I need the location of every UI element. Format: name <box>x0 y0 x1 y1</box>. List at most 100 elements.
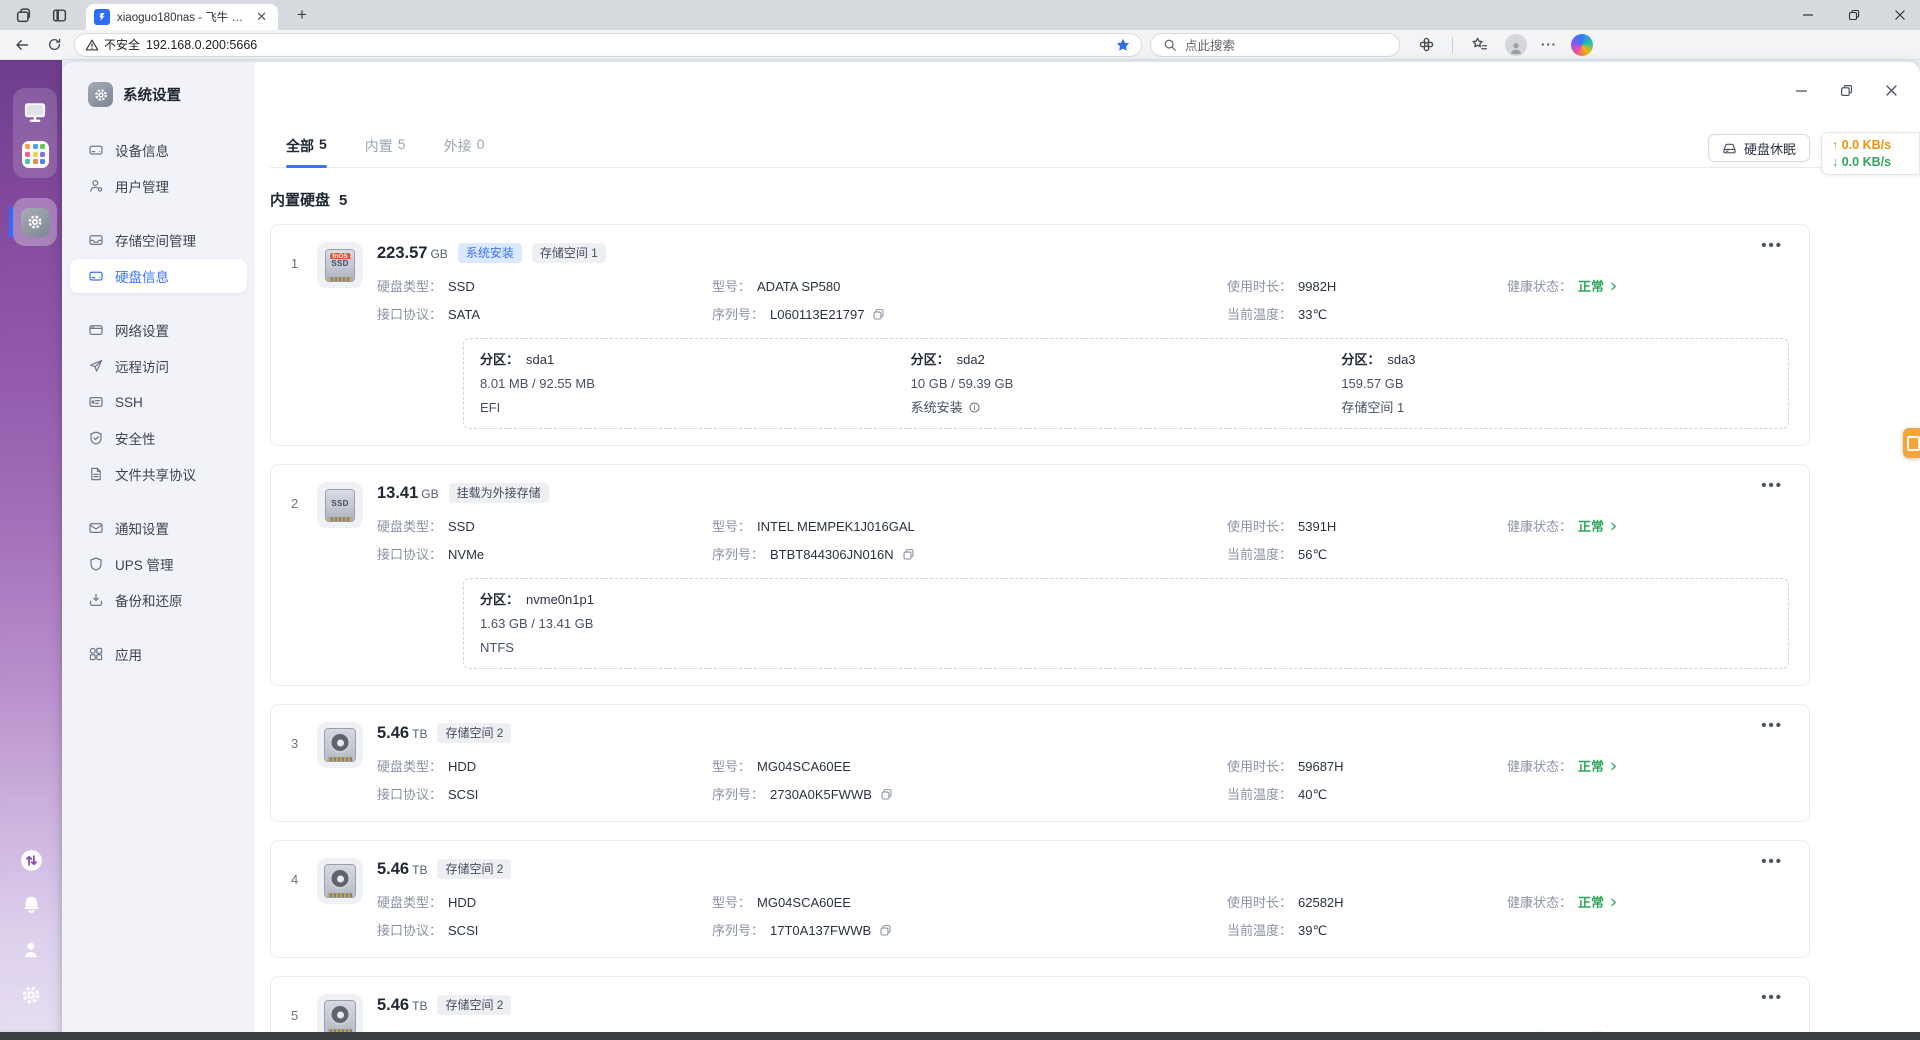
sidebar-item-shield-check[interactable]: 安全性 <box>70 421 247 455</box>
transfer-icon[interactable] <box>16 845 46 875</box>
sidebar-item-mail[interactable]: 通知设置 <box>70 511 247 545</box>
disk-cards: ••• 1 fnOS SSD 223.57 GB 系统安装 存储空间 1 硬盘类型： S… <box>270 224 1810 1032</box>
partition-label: 分区： <box>480 352 520 367</box>
desktop-monitor-icon[interactable] <box>20 97 50 127</box>
app-grid-icon[interactable] <box>20 139 50 169</box>
disk-tag: 存储空间 2 <box>437 723 512 743</box>
tab-close-icon[interactable]: ✕ <box>256 9 267 24</box>
disk-more-button[interactable]: ••• <box>1761 989 1783 1006</box>
browser-minimize-icon[interactable] <box>1802 9 1814 21</box>
sleep-button-label: 硬盘休眠 <box>1743 141 1796 157</box>
extensions-icon[interactable] <box>1414 33 1438 57</box>
tab-count: 0 <box>476 136 485 152</box>
remote-icon <box>88 358 104 374</box>
disk-size: 13.41 GB <box>377 483 439 502</box>
sidebar-item-file[interactable]: 文件共享协议 <box>70 457 247 491</box>
sidebar-item-apps[interactable]: 应用 <box>70 637 247 671</box>
workspaces-icon[interactable] <box>10 4 36 26</box>
sidebar-item-disk[interactable]: 硬盘信息 <box>70 259 247 293</box>
disk-tag: 存储空间 2 <box>437 859 512 879</box>
health-status[interactable]: 正常 <box>1578 1028 1619 1032</box>
field-label: 硬盘类型： <box>377 279 443 294</box>
sidebar-item-backup[interactable]: 备份和还原 <box>70 583 247 617</box>
address-bar[interactable]: 不安全 192.168.0.200:5666 <box>74 32 1142 57</box>
disk-size-unit: GB <box>430 246 448 261</box>
field-label: 硬盘类型： <box>377 1028 442 1032</box>
field-label: 序列号： <box>712 787 765 802</box>
info-icon[interactable] <box>968 401 981 414</box>
user-icon[interactable] <box>16 935 46 965</box>
disk-index: 4 <box>291 872 299 887</box>
favorite-star-icon[interactable] <box>1115 37 1131 53</box>
sidebar-item-device[interactable]: 设备信息 <box>70 133 247 167</box>
settings-main: 全部 5 内置 5 外接 0 硬盘休眠 ↑ 0.0 KB/s ↓ 0.0 KB/s 内置硬… <box>255 62 1920 1032</box>
disk-more-button[interactable]: ••• <box>1761 477 1783 494</box>
browser-menu-icon[interactable]: ··· <box>1541 37 1557 52</box>
disk-sleep-button[interactable]: 硬盘休眠 <box>1707 134 1810 162</box>
disk-hours: 56983H <box>1298 1028 1344 1032</box>
sidebar-item-label: SSH <box>115 394 143 410</box>
sidebar-item-label: 应用 <box>115 648 142 663</box>
profile-avatar[interactable] <box>1505 33 1527 56</box>
disk-size-unit: TB <box>412 726 428 741</box>
sidebar-item-user[interactable]: 用户管理 <box>70 169 247 203</box>
collections-icon[interactable] <box>1467 33 1491 57</box>
gear-icon[interactable] <box>16 980 46 1010</box>
copilot-icon[interactable] <box>1571 33 1593 56</box>
field-label: 使用时长： <box>1227 519 1293 534</box>
search-box[interactable]: 点此搜索 <box>1150 32 1400 57</box>
tab-全部[interactable]: 全部 5 <box>286 130 327 168</box>
partition-size: 159.57 GB <box>1341 376 1404 391</box>
disk-size: 223.57 GB <box>377 243 448 262</box>
sidebar-item-label: 安全性 <box>115 432 156 447</box>
sidebar-item-shield[interactable]: UPS 管理 <box>70 547 247 581</box>
url-text[interactable]: 192.168.0.200:5666 <box>146 37 258 52</box>
copy-icon[interactable] <box>902 548 915 561</box>
app-minimize-icon[interactable] <box>1795 84 1808 97</box>
sidebar-item-network[interactable]: 网络设置 <box>70 313 247 347</box>
browser-tab[interactable]: xiaoguo180nas - 飞牛 fnOS ✕ <box>86 4 278 30</box>
back-icon[interactable] <box>10 33 34 57</box>
disk-more-button[interactable]: ••• <box>1761 237 1783 254</box>
security-warning[interactable]: 不安全 <box>85 36 140 53</box>
health-status[interactable]: 正常 <box>1578 516 1619 537</box>
sidebar-item-ssh[interactable]: SSH <box>70 385 247 419</box>
copy-icon[interactable] <box>879 924 892 937</box>
health-status[interactable]: 正常 <box>1578 276 1619 297</box>
disk-more-button[interactable]: ••• <box>1761 717 1783 734</box>
network-icon <box>88 322 104 338</box>
disk-index: 5 <box>291 1008 299 1023</box>
partition-box: 分区： sda1 8.01 MB / 92.55 MB EFI 分区： sda2 1… <box>463 338 1789 429</box>
floating-widget-handle[interactable] <box>1903 428 1920 458</box>
field-label: 序列号： <box>712 307 765 322</box>
disk-index: 2 <box>291 496 299 511</box>
ssd-icon: SSD <box>317 482 363 528</box>
browser-close-icon[interactable] <box>1894 9 1906 21</box>
tab-外接[interactable]: 外接 0 <box>444 130 485 167</box>
tab-actions-icon[interactable] <box>46 4 72 26</box>
field-label: 序列号： <box>712 547 765 562</box>
field-label: 使用时长： <box>1227 895 1293 910</box>
browser-restore-icon[interactable] <box>1848 9 1860 21</box>
disk-model: MG04SCA60EE <box>757 895 851 910</box>
health-status[interactable]: 正常 <box>1578 756 1619 777</box>
disk-tag: 系统安装 <box>457 243 522 263</box>
bell-icon[interactable] <box>16 890 46 920</box>
copy-icon[interactable] <box>880 788 893 801</box>
new-tab-button[interactable]: + <box>297 5 307 24</box>
disk-more-button[interactable]: ••• <box>1761 853 1783 870</box>
app-close-icon[interactable] <box>1885 84 1898 97</box>
tab-favicon <box>94 9 110 25</box>
sidebar-item-storage[interactable]: 存储空间管理 <box>70 223 247 257</box>
toolbar-right-icons: ··· <box>1414 33 1593 57</box>
field-label: 型号： <box>712 1028 751 1032</box>
copy-icon[interactable] <box>872 308 885 321</box>
sidebar-item-remote[interactable]: 远程访问 <box>70 349 247 383</box>
dock-top-group <box>13 88 57 178</box>
disk-model: MG04SCA60EE <box>757 1028 851 1032</box>
tab-内置[interactable]: 内置 5 <box>365 130 406 167</box>
health-status[interactable]: 正常 <box>1578 892 1619 913</box>
app-restore-icon[interactable] <box>1840 84 1853 97</box>
refresh-icon[interactable] <box>42 33 66 57</box>
settings-gear-icon[interactable] <box>20 207 50 237</box>
